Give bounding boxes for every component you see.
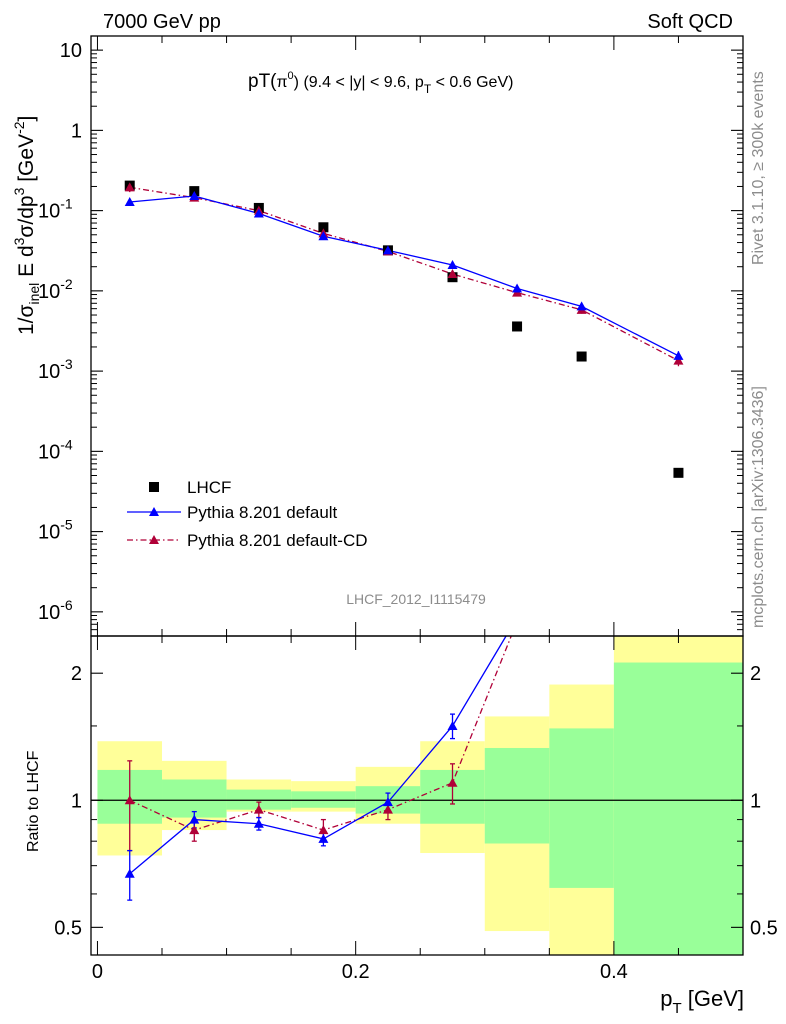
ratio-ytick-label-right: 1 (750, 790, 761, 812)
lhcf-data-point (318, 222, 329, 233)
default-point (124, 197, 135, 207)
ratio-default-cd-point (189, 825, 200, 835)
default-point (576, 301, 587, 311)
ratio-ytick-label-left: 0.5 (54, 917, 82, 939)
default-point (447, 260, 458, 270)
green-band (549, 728, 614, 888)
main-ytick-label: 1 (71, 120, 82, 142)
ratio-default-cd-point (318, 825, 329, 835)
default-point (382, 245, 393, 255)
default-cd-point (124, 182, 135, 192)
ratio-panel-frame (90, 635, 744, 956)
ratio-panel-curves (124, 635, 512, 901)
lhcf-data-point (673, 467, 684, 478)
main-ytick-label: 10 (60, 40, 82, 62)
main-ytick-label: 10-2 (38, 276, 73, 303)
ratio-uncertainty-bands (91, 636, 743, 955)
lhcf-data-point (512, 321, 523, 332)
default-point (673, 350, 684, 360)
green-band (291, 791, 356, 808)
ratio-default-point (382, 797, 393, 807)
ratio-ytick-label-left: 2 (71, 663, 82, 685)
ratio-default-cd-point (124, 795, 135, 805)
xtick-label: 0.4 (600, 961, 628, 983)
default-cd-point (447, 269, 458, 279)
x-axis-label: pT [GeV] (660, 986, 744, 1017)
mcplots-reference-label: mcplots.cern.ch [arXiv:1306.3436] (750, 386, 767, 628)
legend-triangle-marker (149, 507, 159, 516)
main-ytick-label: 10-4 (38, 436, 73, 463)
green-band (613, 662, 743, 955)
main-panel-curves (124, 180, 684, 478)
main-ytick-label: 10-6 (38, 597, 73, 624)
legend-label: Pythia 8.201 default-CD (187, 531, 368, 550)
axes-ticks: 10 1 10-1 10-2 10-3 10-4 10-5 10-6 2 2 1 1 0.5 0.5 0 0.… (38, 36, 778, 983)
ratio-ytick-label-right: 2 (750, 663, 761, 685)
main-ytick-label: 10-1 (38, 196, 73, 223)
ratio-default-point (447, 720, 458, 730)
lhcf-data-point (576, 351, 587, 362)
main-line-default-cd (129, 186, 679, 362)
default-cd-point (673, 355, 684, 365)
ratio-default-cd-point (253, 804, 264, 814)
ratio-default-cd-point (447, 777, 458, 787)
rivet-version-label: Rivet 3.1.10, ≥ 300k events (750, 71, 767, 265)
default-point (318, 231, 329, 241)
main-line-default (129, 195, 679, 357)
ratio-default-point (318, 833, 329, 843)
legend: LHCF Pythia 8.201 default Pythia 8.201 def… (127, 478, 368, 550)
xtick-label: 0.2 (342, 961, 370, 983)
xtick-label: 0 (92, 961, 103, 983)
ratio-ytick-label-right: 0.5 (750, 917, 778, 939)
legend-label: Pythia 8.201 default (187, 503, 338, 522)
main-ytick-label: 10-5 (38, 517, 73, 544)
legend-lhcf-marker (149, 482, 159, 492)
green-band (484, 747, 550, 844)
energy-label: 7000 GeV pp (103, 11, 221, 33)
main-ytick-label: 10-3 (38, 356, 73, 383)
category-label: Soft QCD (647, 11, 733, 33)
default-point (512, 283, 523, 293)
default-point (253, 208, 264, 218)
ratio-y-axis-label: Ratio to LHCF (25, 750, 42, 852)
analysis-id: LHCF_2012_I1115479 (346, 591, 486, 607)
legend-triangle-marker (149, 535, 159, 544)
legend-label: LHCF (187, 478, 231, 497)
main-y-axis-label: 1/σinel E d3σ/dp3 [GeV-2] (11, 116, 42, 335)
ratio-default-point (189, 814, 200, 824)
ratio-default-point (253, 818, 264, 828)
ratio-default-point (124, 868, 135, 878)
plot-title: pT(π0) (9.4 < |y| < 9.6, pT < 0.6 GeV) (248, 70, 513, 96)
ratio-ytick-label-left: 1 (71, 790, 82, 812)
default-point (189, 191, 200, 201)
ratio-default-cd-point (382, 804, 393, 814)
